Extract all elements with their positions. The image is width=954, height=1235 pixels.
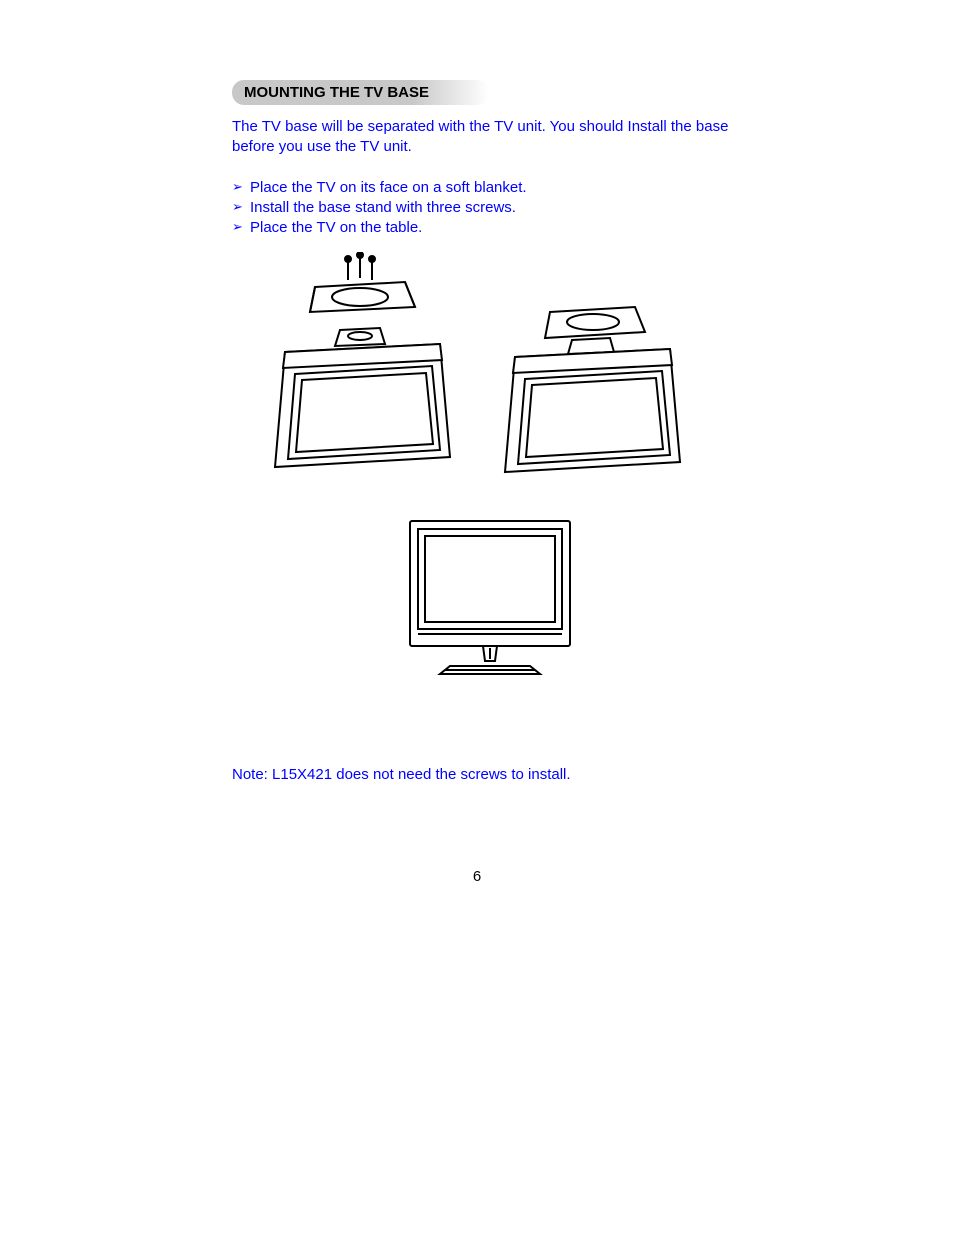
page-number: 6: [0, 868, 954, 885]
assembly-step1-illustration: [260, 252, 460, 482]
note-text: Note: L15X421 does not need the screws t…: [232, 766, 742, 783]
assembly-step2-illustration: [490, 252, 690, 482]
list-item: Place the TV on the table.: [232, 218, 742, 238]
assembly-complete-illustration: [395, 506, 585, 696]
intro-paragraph: The TV base will be separated with the T…: [232, 117, 742, 158]
instruction-list: Place the TV on its face on a soft blank…: [232, 178, 742, 239]
section-title: MOUNTING THE TV BASE: [232, 80, 489, 105]
list-item: Install the base stand with three screws…: [232, 198, 742, 218]
list-item: Place the TV on its face on a soft blank…: [232, 178, 742, 198]
